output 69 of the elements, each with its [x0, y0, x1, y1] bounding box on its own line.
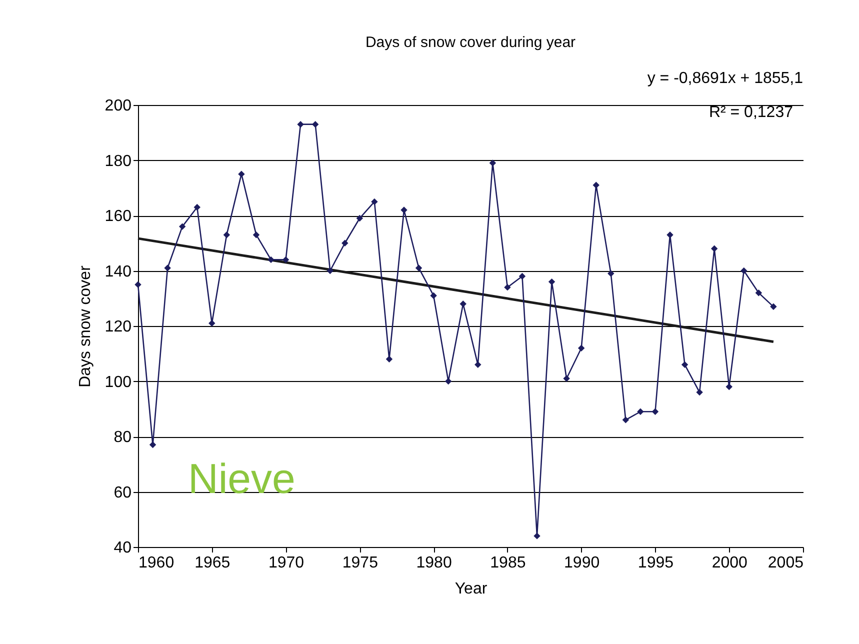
- point: [430, 292, 437, 299]
- point: [696, 388, 703, 396]
- y-tick-label: 120: [104, 318, 132, 336]
- point: [608, 270, 614, 277]
- x-tick-label: 1990: [564, 554, 600, 572]
- point: [592, 182, 600, 188]
- text: y = -0,8691x + 1855,1: [647, 70, 804, 87]
- point: [371, 198, 378, 206]
- y-tick-label: 200: [104, 98, 132, 114]
- point: [637, 408, 644, 415]
- point: [208, 320, 216, 327]
- x-tick-label: 2005: [768, 554, 804, 572]
- point: [652, 408, 659, 415]
- point: [326, 267, 334, 274]
- point: [710, 245, 718, 252]
- point: [356, 214, 364, 222]
- x-tick-label: 1975: [342, 554, 378, 572]
- y-tick-label: 140: [104, 263, 132, 280]
- point: [444, 378, 452, 385]
- point: [666, 231, 674, 238]
- point: [622, 416, 630, 424]
- point: [548, 278, 556, 286]
- point: [518, 272, 526, 280]
- point: [534, 532, 540, 540]
- x-tick-label: 2000: [712, 554, 748, 572]
- y-tick-label: 160: [104, 208, 132, 225]
- y-axis-title: Days snow cover: [76, 264, 94, 388]
- point: [312, 120, 319, 128]
- chart-title: Days of snow cover during year: [365, 34, 576, 51]
- y-tick-label: 40: [114, 540, 132, 556]
- point: [194, 204, 200, 211]
- point: [252, 231, 260, 238]
- x-tick-label: 1965: [194, 554, 230, 572]
- point: [504, 284, 511, 291]
- point: [178, 223, 186, 230]
- point: [460, 300, 466, 308]
- annotation: R² = 0,1237: [708, 104, 794, 121]
- x-tick-label: 1980: [416, 554, 452, 572]
- point: [134, 281, 142, 288]
- x-tick-label: 1985: [490, 554, 526, 572]
- point: [415, 264, 422, 272]
- point: [386, 356, 393, 363]
- point: [342, 240, 348, 246]
- point: [563, 375, 570, 382]
- x-tick-label: 1960: [138, 554, 174, 572]
- point: [740, 267, 748, 274]
- point: [726, 383, 732, 390]
- point: [238, 170, 245, 178]
- y-tick-label: 180: [104, 152, 132, 170]
- y-tick-label: 80: [114, 429, 132, 446]
- y-tick-label: 100: [104, 374, 132, 391]
- point: [681, 361, 688, 368]
- point: [755, 289, 762, 296]
- point: [578, 344, 585, 352]
- point: [400, 206, 408, 214]
- point: [474, 361, 482, 368]
- x-tick-label: 1970: [268, 554, 304, 572]
- point: [268, 256, 274, 264]
- point: [282, 256, 290, 264]
- point: [297, 120, 304, 128]
- point: [770, 303, 777, 310]
- x-axis-title: Year: [454, 580, 488, 598]
- point: [149, 441, 156, 448]
- point: [164, 264, 171, 272]
- x-tick-label: 1995: [638, 554, 674, 572]
- y-tick-label: 60: [114, 484, 132, 502]
- annotation: Nieve: [188, 455, 296, 502]
- point: [223, 231, 230, 238]
- point: [489, 160, 496, 166]
